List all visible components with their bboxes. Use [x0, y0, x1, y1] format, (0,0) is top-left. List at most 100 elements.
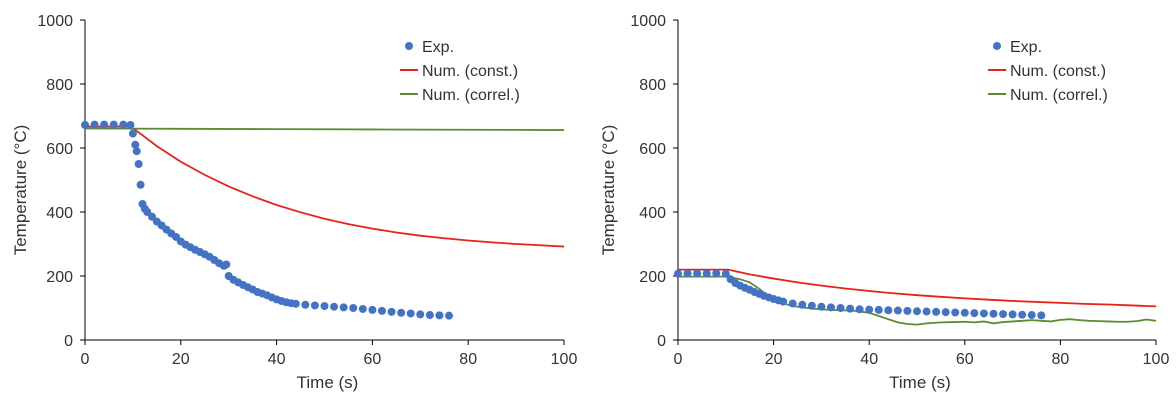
data-point — [301, 300, 310, 309]
data-point — [999, 310, 1008, 319]
data-point — [1037, 311, 1046, 320]
series-num-const — [85, 125, 565, 248]
y-tick-label: 0 — [64, 333, 73, 350]
data-point — [865, 305, 874, 314]
data-point — [884, 306, 893, 315]
series-line-num-const — [678, 268, 1157, 308]
y-tick-label: 800 — [46, 77, 73, 94]
data-point — [291, 299, 300, 308]
data-point — [136, 180, 145, 189]
data-point — [788, 299, 797, 308]
x-tick-label: 60 — [956, 351, 974, 368]
x-tick-label: 0 — [674, 351, 683, 368]
data-point — [1008, 310, 1017, 319]
data-point — [222, 260, 231, 269]
x-tick-label: 80 — [459, 351, 477, 368]
data-point — [349, 304, 358, 312]
data-point — [693, 269, 702, 278]
data-point — [131, 140, 140, 149]
x-tick-label: 40 — [860, 351, 878, 368]
data-point — [798, 300, 807, 309]
legend-label-num-const: Num. (const.) — [422, 63, 518, 80]
series-exp — [81, 120, 454, 320]
data-point — [397, 308, 406, 317]
data-point — [903, 306, 912, 315]
y-tick-label: 800 — [639, 77, 666, 94]
data-point — [989, 309, 998, 318]
legend-label-exp: Exp. — [422, 39, 454, 56]
data-point — [970, 309, 979, 318]
data-point — [674, 269, 682, 278]
data-point — [721, 269, 730, 278]
data-point — [683, 269, 692, 278]
x-tick-label: 20 — [765, 351, 783, 368]
data-point — [1018, 310, 1027, 319]
y-tick-label: 600 — [639, 141, 666, 158]
data-point — [109, 120, 118, 129]
data-point — [387, 307, 396, 316]
y-tick-label: 400 — [46, 205, 73, 222]
legend-label-num-correl: Num. (correl.) — [422, 87, 520, 104]
data-point — [817, 302, 826, 311]
series-num-correl — [678, 275, 1157, 326]
data-point — [100, 120, 109, 129]
y-tick-label: 600 — [46, 141, 73, 158]
data-point — [779, 297, 788, 306]
data-point — [134, 160, 143, 168]
data-point — [339, 303, 348, 312]
data-point — [368, 305, 377, 314]
legend-label-exp: Exp. — [1010, 39, 1042, 56]
data-point — [90, 120, 99, 129]
data-point — [951, 308, 960, 317]
y-tick-label: 200 — [639, 269, 666, 286]
x-tick-label: 80 — [1052, 351, 1070, 368]
data-point — [874, 305, 883, 314]
x-tick-label: 60 — [364, 351, 382, 368]
data-point — [932, 307, 941, 316]
x-tick-label: 100 — [551, 351, 578, 368]
y-axis-title: Temperature (°C) — [599, 125, 618, 256]
x-tick-label: 40 — [268, 351, 286, 368]
series-line-num-correl — [84, 127, 565, 131]
data-point — [330, 302, 339, 311]
legend-label-num-const: Num. (const.) — [1010, 63, 1106, 80]
data-point — [807, 301, 816, 310]
y-axis-title: Temperature (°C) — [11, 125, 30, 256]
data-point — [855, 305, 864, 314]
y-tick-label: 400 — [639, 205, 666, 222]
legend: Exp. Num. (const.) Num. (correl.) — [988, 39, 1108, 104]
data-point — [119, 120, 128, 129]
data-point — [826, 303, 835, 312]
data-point — [320, 302, 329, 311]
data-point — [425, 311, 434, 320]
series-num-const — [678, 268, 1157, 308]
y-tick-label: 1000 — [37, 13, 73, 30]
data-point — [712, 269, 721, 278]
data-point — [126, 120, 135, 129]
y-tick-label: 1000 — [630, 13, 666, 30]
series-line-num-correl — [678, 275, 1157, 326]
x-axis-title: Time (s) — [297, 373, 359, 392]
data-point — [445, 311, 454, 320]
data-point — [1027, 311, 1036, 320]
data-point — [941, 308, 950, 317]
y-tick-label: 200 — [46, 269, 73, 286]
data-point — [893, 306, 902, 315]
data-point — [132, 147, 141, 156]
x-tick-label: 0 — [81, 351, 90, 368]
data-point — [81, 120, 89, 129]
x-tick-label: 100 — [1143, 351, 1170, 368]
data-point — [979, 309, 988, 318]
data-point — [310, 301, 319, 310]
x-axis-title: Time (s) — [889, 373, 951, 392]
x-tick-label: 20 — [172, 351, 190, 368]
legend-marker-exp — [993, 42, 1001, 50]
data-point — [377, 306, 386, 315]
data-point — [846, 304, 855, 313]
data-point — [702, 269, 711, 278]
series-exp — [674, 269, 1046, 320]
data-point — [836, 304, 845, 312]
